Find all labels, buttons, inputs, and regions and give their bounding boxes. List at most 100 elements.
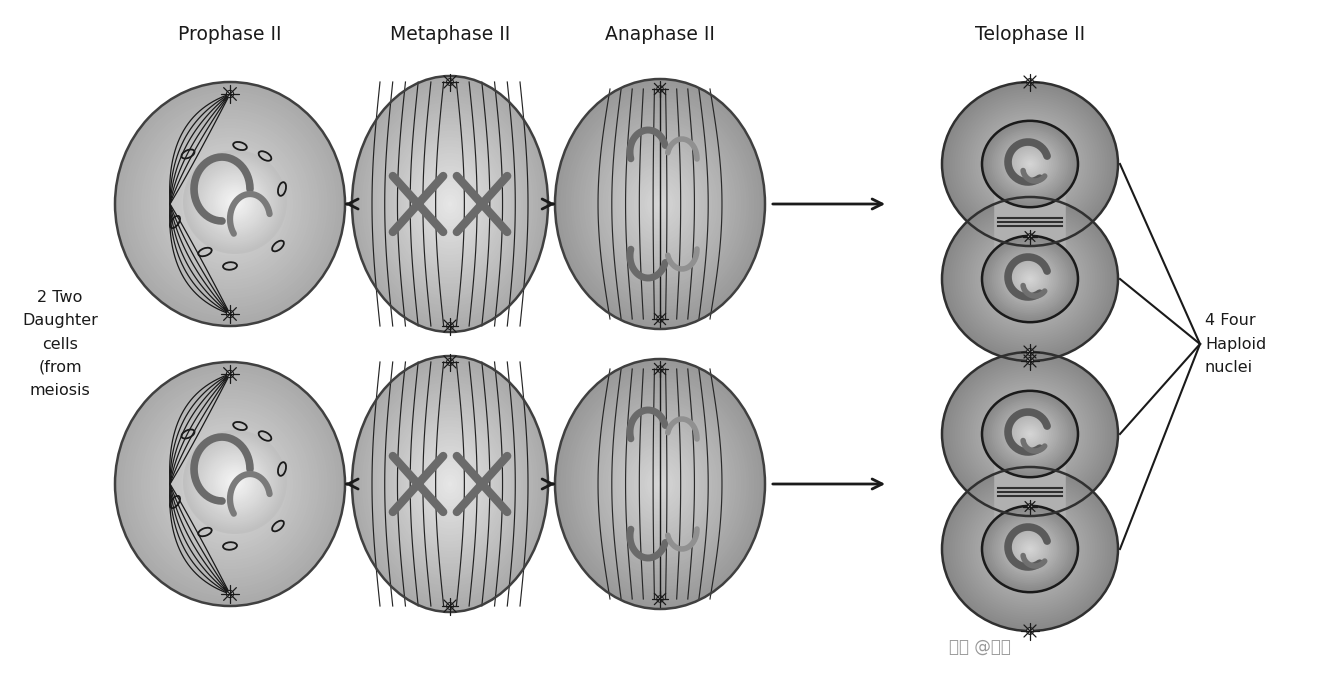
Ellipse shape <box>138 106 322 302</box>
Ellipse shape <box>999 407 1061 462</box>
Ellipse shape <box>1015 535 1045 563</box>
Ellipse shape <box>405 146 494 262</box>
Ellipse shape <box>189 157 280 247</box>
Text: 2 Two
Daughter
cells
(from
meiosis: 2 Two Daughter cells (from meiosis <box>23 289 98 398</box>
Ellipse shape <box>947 202 1113 356</box>
Ellipse shape <box>606 138 716 269</box>
Ellipse shape <box>1026 274 1035 284</box>
Ellipse shape <box>1015 420 1045 448</box>
Ellipse shape <box>610 424 710 544</box>
Circle shape <box>657 86 664 92</box>
Ellipse shape <box>213 186 248 223</box>
Ellipse shape <box>994 246 1067 312</box>
Ellipse shape <box>433 462 468 506</box>
Ellipse shape <box>170 420 290 548</box>
Ellipse shape <box>399 137 501 271</box>
Ellipse shape <box>982 506 1079 593</box>
Ellipse shape <box>132 101 327 308</box>
Ellipse shape <box>121 368 339 600</box>
Ellipse shape <box>959 214 1100 344</box>
Ellipse shape <box>1002 138 1059 190</box>
Ellipse shape <box>979 502 1080 596</box>
Ellipse shape <box>984 392 1076 476</box>
Ellipse shape <box>979 232 1080 326</box>
Ellipse shape <box>587 116 734 291</box>
Ellipse shape <box>352 76 549 332</box>
Ellipse shape <box>1020 269 1040 289</box>
Ellipse shape <box>207 180 253 228</box>
Ellipse shape <box>973 495 1088 603</box>
Ellipse shape <box>115 362 344 606</box>
Ellipse shape <box>192 165 268 244</box>
Ellipse shape <box>158 127 302 280</box>
Ellipse shape <box>965 373 1096 495</box>
Ellipse shape <box>135 103 325 305</box>
Ellipse shape <box>204 451 266 513</box>
Ellipse shape <box>188 155 282 249</box>
Ellipse shape <box>975 382 1085 486</box>
Ellipse shape <box>1019 539 1041 559</box>
Ellipse shape <box>999 136 1061 192</box>
Ellipse shape <box>359 85 541 322</box>
Ellipse shape <box>973 225 1088 333</box>
Ellipse shape <box>945 469 1116 628</box>
Ellipse shape <box>413 436 486 532</box>
FancyBboxPatch shape <box>994 182 1065 261</box>
Ellipse shape <box>947 472 1113 626</box>
Ellipse shape <box>987 396 1072 472</box>
Ellipse shape <box>162 411 299 557</box>
Ellipse shape <box>1002 523 1059 575</box>
Ellipse shape <box>615 431 705 537</box>
Ellipse shape <box>408 150 492 258</box>
Ellipse shape <box>978 384 1083 483</box>
Ellipse shape <box>992 244 1068 314</box>
Ellipse shape <box>1015 265 1045 293</box>
Ellipse shape <box>1027 431 1032 436</box>
Ellipse shape <box>563 369 757 599</box>
Ellipse shape <box>364 92 535 316</box>
Ellipse shape <box>965 218 1096 340</box>
Ellipse shape <box>957 96 1102 232</box>
Ellipse shape <box>986 239 1075 319</box>
Ellipse shape <box>954 209 1105 349</box>
Ellipse shape <box>118 365 342 603</box>
Ellipse shape <box>209 462 250 505</box>
Circle shape <box>1027 504 1032 509</box>
Ellipse shape <box>1026 544 1035 554</box>
Ellipse shape <box>982 236 1079 322</box>
Ellipse shape <box>620 437 700 531</box>
Ellipse shape <box>1012 533 1048 566</box>
Ellipse shape <box>440 192 460 217</box>
Ellipse shape <box>1000 251 1060 307</box>
Ellipse shape <box>184 152 285 252</box>
Ellipse shape <box>359 366 541 602</box>
Circle shape <box>227 311 233 318</box>
Ellipse shape <box>607 422 713 546</box>
Ellipse shape <box>199 446 272 518</box>
Ellipse shape <box>998 404 1063 464</box>
Ellipse shape <box>574 381 746 587</box>
Ellipse shape <box>203 169 268 235</box>
Ellipse shape <box>957 481 1102 617</box>
Ellipse shape <box>1026 276 1034 282</box>
Ellipse shape <box>175 146 285 262</box>
Ellipse shape <box>443 194 457 214</box>
Ellipse shape <box>1010 415 1051 453</box>
Ellipse shape <box>1010 260 1051 298</box>
Ellipse shape <box>612 147 708 260</box>
Ellipse shape <box>132 380 327 588</box>
Ellipse shape <box>227 201 233 207</box>
Ellipse shape <box>610 145 710 263</box>
Ellipse shape <box>641 182 678 226</box>
Ellipse shape <box>942 197 1118 361</box>
Circle shape <box>447 603 453 609</box>
Ellipse shape <box>123 91 337 317</box>
Ellipse shape <box>138 387 322 582</box>
Ellipse shape <box>1006 526 1055 571</box>
Ellipse shape <box>563 88 757 320</box>
Ellipse shape <box>118 85 342 323</box>
Ellipse shape <box>199 170 261 238</box>
Ellipse shape <box>579 387 742 581</box>
Ellipse shape <box>982 119 1077 209</box>
Ellipse shape <box>416 439 485 528</box>
